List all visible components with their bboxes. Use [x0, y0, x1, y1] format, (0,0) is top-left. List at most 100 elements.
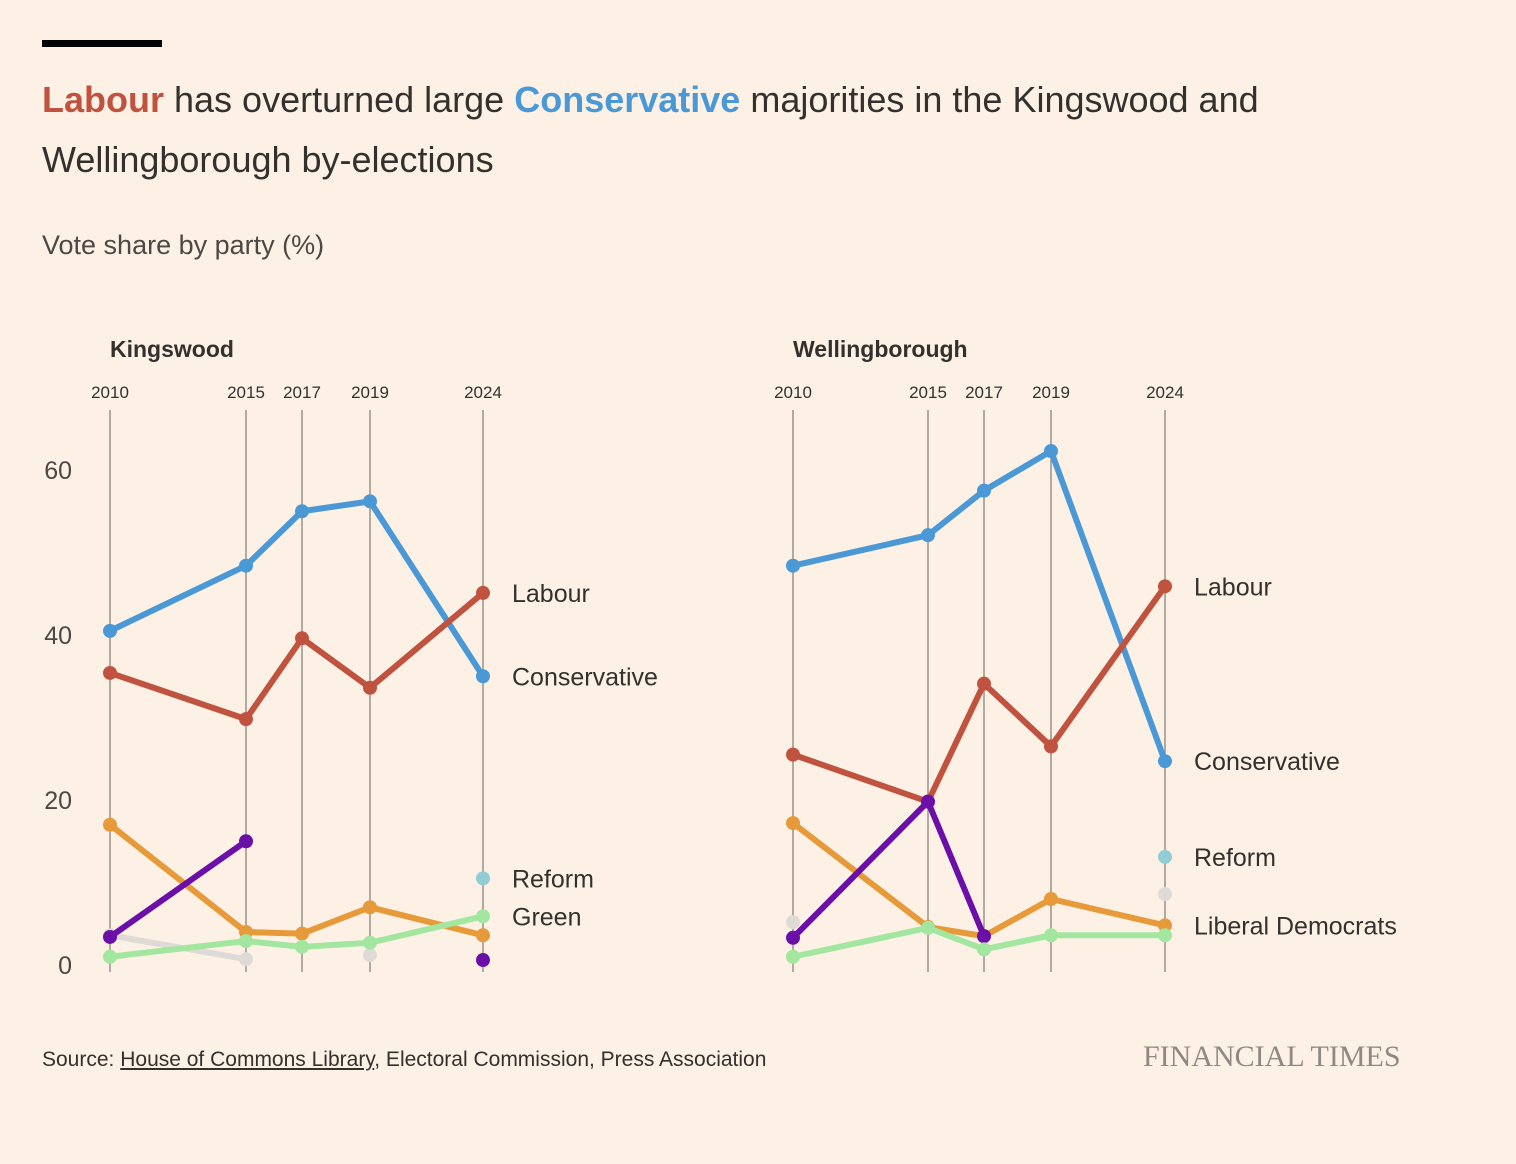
series-line-liberal-democrats [790, 820, 931, 931]
series-label-green: Green [512, 903, 581, 931]
source-prefix: Source: [42, 1048, 121, 1071]
x-tick-label: 2019 [1032, 383, 1070, 402]
data-point-conservative [786, 558, 800, 573]
series-label-conservative: Conservative [512, 663, 658, 691]
data-point-conservative [921, 528, 935, 543]
chart-subtitle: Vote share by party (%) [42, 230, 325, 260]
data-point-unlabelled [295, 926, 309, 941]
data-point-liberal-democrats [1044, 892, 1058, 906]
x-tick-label: 2010 [91, 383, 129, 402]
data-point-conservative [295, 504, 309, 519]
series-line-green [299, 939, 373, 950]
source-link[interactable]: House of Commons Library [120, 1048, 375, 1071]
data-point-unlabelled [1044, 928, 1058, 943]
data-point-unlabelled [1158, 887, 1172, 902]
data-point-conservative [977, 483, 991, 498]
series-label-reform: Reform [1194, 844, 1276, 872]
source-note: Source: House of Commons Library, Electo… [42, 1048, 766, 1072]
x-tick-label: 2015 [227, 383, 265, 402]
series-line-green [243, 938, 305, 950]
data-point-green [239, 934, 253, 949]
data-point-reform [1158, 849, 1172, 864]
series-label-reform: Reform [512, 865, 594, 893]
data-point-conservative [103, 623, 117, 638]
data-point-unlabelled [921, 794, 935, 809]
series-line-conservative [367, 498, 486, 680]
data-point-labour [1044, 739, 1058, 754]
top-rule [42, 40, 162, 47]
series-line-unlabelled [107, 838, 249, 940]
series-line-green [107, 938, 249, 960]
data-point-unlabelled [977, 942, 991, 957]
data-point-conservative [476, 669, 490, 684]
series-line-labour [243, 635, 305, 723]
data-point-conservative [1044, 444, 1058, 459]
y-tick-label: 0 [58, 952, 72, 980]
series-line-conservative [243, 508, 305, 569]
series-label-liberal-democrats: Liberal Democrats [1194, 912, 1397, 940]
x-tick-label: 2017 [965, 383, 1003, 402]
data-point-unlabelled [239, 834, 253, 849]
data-point-unlabelled [239, 952, 253, 967]
data-point-labour [1158, 579, 1172, 594]
data-point-unlabelled [921, 920, 935, 935]
panel-title: Kingswood [110, 336, 234, 362]
series-line-unlabelled [925, 798, 987, 940]
y-tick-label: 20 [44, 787, 72, 815]
x-tick-label: 2010 [774, 383, 812, 402]
ft-logo: FINANCIAL TIMES [1143, 1040, 1401, 1073]
data-point-unlabelled [476, 953, 490, 968]
title-conservative: Conservative [514, 79, 741, 120]
data-point-liberal-democrats [786, 816, 800, 831]
x-tick-label: 2019 [351, 383, 389, 402]
x-tick-label: 2024 [464, 383, 502, 402]
data-point-conservative [363, 494, 377, 509]
data-point-labour [239, 712, 253, 727]
series-line-labour [981, 680, 1054, 750]
data-point-unlabelled [103, 929, 117, 944]
data-point-unlabelled [476, 928, 490, 943]
series-line-unlabelled [925, 924, 987, 953]
series-line-labour [107, 669, 249, 723]
data-point-labour [476, 585, 490, 600]
data-point-green [295, 939, 309, 954]
data-point-unlabelled [363, 948, 377, 963]
series-line-labour [1048, 583, 1168, 750]
data-point-unlabelled [786, 949, 800, 964]
series-line-conservative [981, 448, 1054, 494]
title-text: has overturned large [164, 79, 515, 120]
data-point-unlabelled [786, 930, 800, 945]
series-line-unlabelled [367, 904, 486, 939]
data-point-conservative [239, 558, 253, 573]
data-point-green [363, 935, 377, 950]
data-point-green [476, 909, 490, 924]
data-point-green [103, 949, 117, 964]
title-labour: Labour [42, 79, 164, 120]
series-line-unlabelled [790, 924, 931, 960]
y-tick-label: 60 [44, 457, 72, 485]
series-line-conservative [1048, 448, 1168, 765]
data-point-labour [295, 631, 309, 646]
series-line-conservative [299, 498, 373, 515]
title-text-end: majorities in the Kingswood and Wellingb… [42, 79, 1259, 180]
data-point-unlabelled [977, 929, 991, 944]
series-line-conservative [790, 532, 931, 569]
series-line-unlabelled [243, 929, 305, 937]
data-point-conservative [1158, 754, 1172, 769]
data-point-labour [103, 665, 117, 680]
data-point-unlabelled [786, 915, 800, 930]
series-label-conservative: Conservative [1194, 748, 1340, 776]
y-tick-label: 40 [44, 622, 72, 650]
x-tick-label: 2015 [909, 383, 947, 402]
x-tick-label: 2017 [283, 383, 321, 402]
series-line-unlabelled [790, 798, 931, 941]
data-point-unlabelled [103, 817, 117, 832]
series-line-unlabelled [107, 821, 249, 935]
data-point-labour [786, 747, 800, 762]
series-line-labour [790, 751, 931, 805]
data-point-liberal-democrats [1158, 918, 1172, 933]
x-tick-label: 2024 [1146, 383, 1184, 402]
data-point-unlabelled [363, 900, 377, 915]
source-rest: , Electoral Commission, Press Associatio… [374, 1048, 767, 1071]
